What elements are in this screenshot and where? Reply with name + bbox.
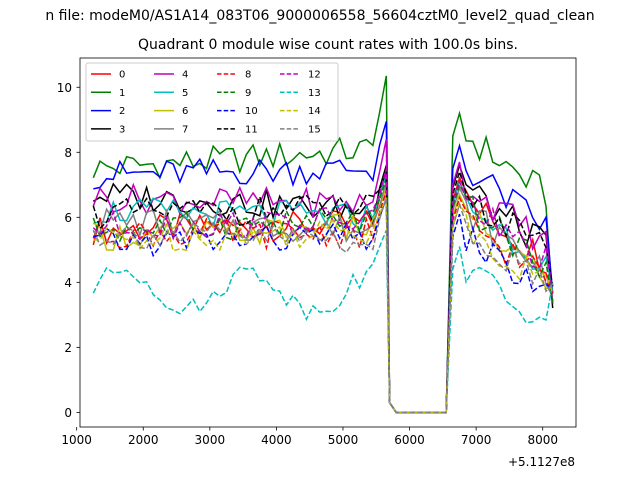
x-tick-label: 7000 — [461, 433, 492, 447]
plot-area — [92, 75, 554, 414]
series-line-12 — [92, 168, 554, 414]
legend-label-7: 7 — [182, 124, 188, 135]
series-line-15 — [92, 197, 554, 414]
legend-label-0: 0 — [119, 70, 125, 81]
legend-label-6: 6 — [182, 106, 188, 117]
legend-label-14: 14 — [308, 106, 321, 117]
legend-label-1: 1 — [119, 88, 125, 99]
x-tick-label: 6000 — [394, 433, 425, 447]
y-tick-label: 8 — [64, 146, 72, 160]
legend-label-13: 13 — [308, 88, 321, 99]
legend-label-10: 10 — [245, 106, 258, 117]
series-line-5 — [93, 174, 554, 414]
legend-box — [85, 62, 339, 142]
series-line-6 — [92, 187, 553, 414]
x-tick-label: 4000 — [261, 433, 292, 447]
legend-label-9: 9 — [245, 88, 251, 99]
chart-title: Quadrant 0 module wise count rates with … — [138, 37, 518, 53]
x-tick-label: 1000 — [61, 433, 92, 447]
series-line-14 — [93, 197, 554, 414]
legend-label-15: 15 — [308, 124, 321, 135]
series-line-2 — [93, 121, 554, 414]
legend-label-8: 8 — [245, 70, 251, 81]
legend-label-4: 4 — [182, 70, 188, 81]
legend-label-3: 3 — [119, 124, 125, 135]
series-line-3 — [92, 162, 554, 414]
x-tick-label: 2000 — [128, 433, 159, 447]
legend-label-12: 12 — [308, 70, 321, 81]
legend-label-5: 5 — [182, 88, 188, 99]
x-tick-label: 8000 — [527, 433, 558, 447]
y-tick-label: 6 — [64, 211, 72, 225]
legend-label-2: 2 — [119, 106, 125, 117]
y-tick-label: 2 — [64, 341, 72, 355]
series-line-0 — [92, 171, 554, 414]
x-offset-label: +5.1127e8 — [508, 455, 575, 469]
series-line-13 — [92, 230, 554, 414]
axes-frame — [79, 57, 577, 428]
series-line-11 — [92, 169, 554, 414]
legend-label-11: 11 — [245, 124, 258, 135]
y-tick-label: 0 — [64, 406, 72, 420]
x-tick-label: 3000 — [195, 433, 226, 447]
figure-suptitle: n file: modeM0/AS1A14_083T06_9000006558_… — [45, 8, 594, 24]
x-tick-label: 5000 — [328, 433, 359, 447]
y-tick-label: 10 — [57, 81, 72, 95]
y-tick-label: 4 — [64, 276, 72, 290]
